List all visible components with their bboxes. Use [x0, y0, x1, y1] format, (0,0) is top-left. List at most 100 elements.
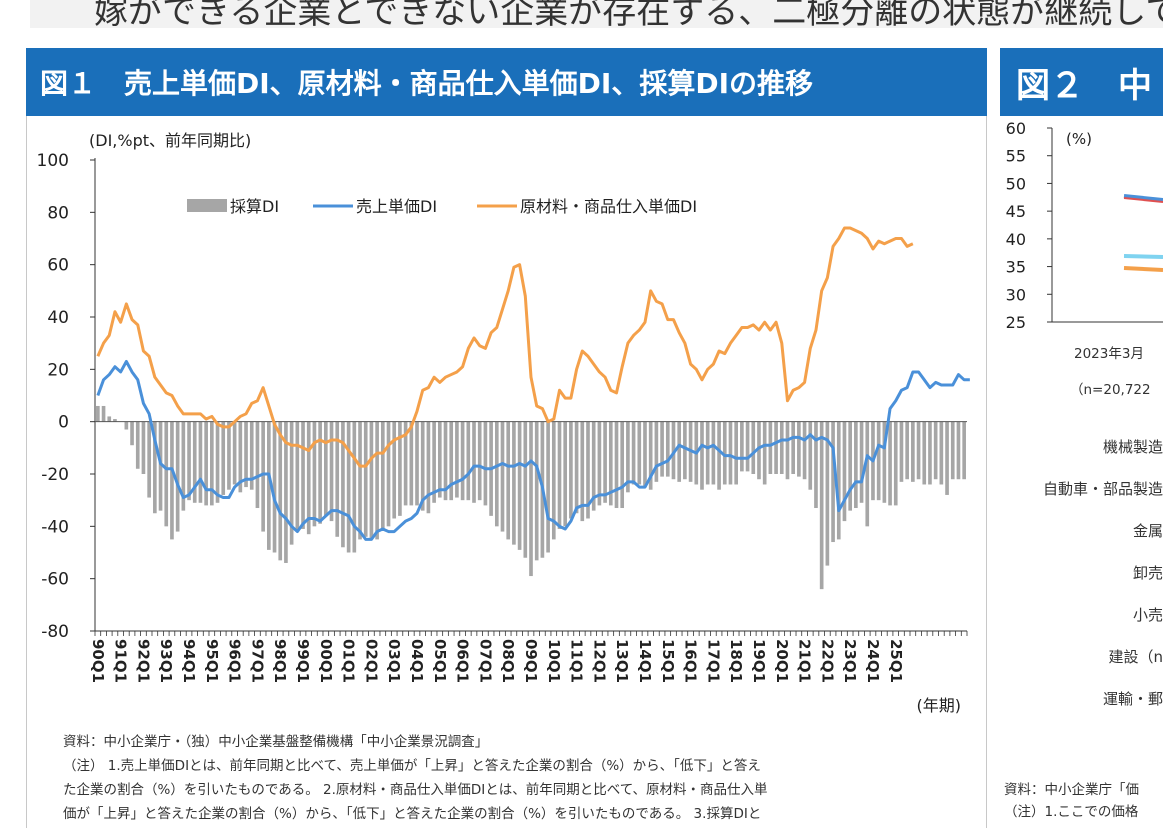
x-tick-label: 11Q1 [568, 639, 586, 683]
saisan-di-bar [762, 421, 767, 485]
figure2-panel: 60 55 50 45 40 35 30 25 (%) 2023年3月 （n=20,722 機械… [1000, 116, 1163, 828]
saisan-di-bar [888, 421, 892, 506]
figure2-title: 図２ 中 [1016, 65, 1152, 106]
fig2-category: 卸売 [1132, 564, 1163, 582]
legend-label: 原材料・商品仕入単価DI [520, 197, 697, 216]
x-tick-label: 13Q1 [613, 639, 631, 683]
saisan-di-bar [563, 421, 568, 527]
saisan-di-bar [950, 421, 955, 480]
saisan-di-bar [905, 421, 909, 480]
saisan-di-bar [899, 421, 904, 482]
saisan-di-bar [369, 421, 374, 540]
body-text-line: 嫁ができる企業とできない企業が存在する、二極分離の状態が継続して [94, 0, 1163, 28]
x-tick-label: 95Q1 [203, 639, 221, 683]
saisan-di-bar [945, 421, 949, 495]
saisan-di-bar [529, 421, 533, 577]
saisan-di-bar [198, 421, 203, 503]
x-tick-label: 10Q1 [545, 639, 563, 683]
fig2-category: 運輸・郵 [1102, 690, 1163, 708]
saisan-di-bar [455, 421, 459, 498]
saisan-di-bar [141, 421, 146, 474]
saisan-di-bar [922, 421, 927, 485]
x-tick-label: 23Q1 [841, 639, 859, 683]
figure2-title-bar: 図２ 中 [1000, 48, 1163, 116]
saisan-di-bar [768, 421, 773, 474]
fig2-line-lightblue [1123, 254, 1163, 259]
saisan-di-bar [227, 421, 231, 490]
saisan-di-bar [255, 421, 260, 509]
x-tick-label: 93Q1 [157, 639, 175, 683]
figure1-title: 図１ 売上単価DI、原材料・商品仕入単価DI、採算DIの推移 [40, 67, 813, 100]
saisan-di-bar [785, 421, 790, 480]
saisan-di-bar [375, 421, 379, 540]
saisan-di-bar [221, 421, 226, 495]
saisan-di-bar [392, 421, 397, 519]
fig2-line-red [1123, 197, 1163, 203]
x-tick-label: 07Q1 [476, 639, 494, 683]
fig2-category: 小売 [1132, 606, 1163, 624]
saisan-di-bar [426, 421, 431, 514]
saisan-di-bar [329, 421, 334, 522]
saisan-di-bar [836, 421, 841, 540]
saisan-di-bar [751, 421, 756, 474]
uriage-tanka-di-line [96, 359, 970, 541]
x-tick-label: 15Q1 [659, 639, 677, 683]
fig2-y-tick-label: 35 [1006, 258, 1026, 277]
saisan-di-bar [591, 421, 596, 511]
saisan-di-bar [210, 421, 214, 506]
saisan-di-bar [608, 421, 613, 506]
x-tick-label: 22Q1 [818, 639, 836, 683]
saisan-di-bar [637, 421, 642, 485]
x-tick-label: 91Q1 [112, 639, 130, 683]
x-tick-label: 90Q1 [89, 639, 107, 683]
x-tick-label: 92Q1 [134, 639, 152, 683]
x-tick-label: 04Q1 [408, 639, 426, 683]
saisan-di-bar [472, 421, 476, 503]
y-tick-label: -20 [41, 465, 69, 485]
note-line-1: （注） 1.売上単価DIとは、前年同期と比べて、売上単価が「上昇」と答えた企業の… [63, 758, 761, 774]
saisan-di-bar [204, 421, 208, 506]
saisan-di-bar [158, 421, 163, 511]
saisan-di-bar [506, 421, 511, 540]
saisan-di-bar [164, 421, 169, 527]
fig2-line-orange [1123, 266, 1163, 272]
saisan-di-bar [551, 421, 556, 540]
saisan-di-bar [124, 421, 129, 430]
saisan-di-bar [603, 421, 607, 503]
fig2-note: （注）1.ここでの価格 [1004, 804, 1139, 820]
fig2-y-tick-label: 45 [1006, 202, 1026, 221]
saisan-di-bar [267, 421, 271, 550]
saisan-di-bar [415, 421, 419, 506]
saisan-di-bar [740, 421, 744, 472]
x-tick-label: 02Q1 [362, 639, 380, 683]
saisan-di-bar [580, 421, 585, 522]
y-tick-label: 100 [37, 151, 69, 171]
fig2-category: 建設（n [1108, 648, 1163, 666]
saisan-di-bar [130, 421, 134, 446]
saisan-di-bar [295, 421, 300, 532]
fig2-n-label: （n=20,722 [1070, 382, 1151, 398]
saisan-di-bar [249, 421, 254, 490]
saisan-di-bar [398, 421, 402, 516]
saisan-di-bar [546, 421, 550, 553]
x-tick-label: 14Q1 [636, 639, 654, 683]
x-tick-label: 01Q1 [340, 639, 358, 683]
saisan-di-bar [620, 421, 625, 509]
saisan-di-bar [660, 421, 664, 477]
saisan-di-bar [911, 421, 915, 482]
legend-label: 売上単価DI [356, 197, 437, 216]
saisan-di-bar [312, 421, 317, 527]
saisan-di-bar [170, 421, 174, 540]
saisan-di-bar [107, 416, 112, 422]
fig2-unit-label: (%) [1066, 130, 1092, 148]
saisan-di-bar [306, 421, 311, 535]
genzairyo-di-line [96, 226, 914, 468]
x-tick-label: 97Q1 [248, 639, 266, 683]
saisan-di-bar [449, 421, 454, 501]
saisan-di-bar [893, 421, 898, 506]
fig2-line-blue [1123, 194, 1163, 202]
saisan-di-bar [882, 421, 887, 503]
x-tick-label: 09Q1 [522, 639, 540, 683]
x-tick-label: 06Q1 [454, 639, 472, 683]
saisan-di-bar [569, 421, 573, 519]
